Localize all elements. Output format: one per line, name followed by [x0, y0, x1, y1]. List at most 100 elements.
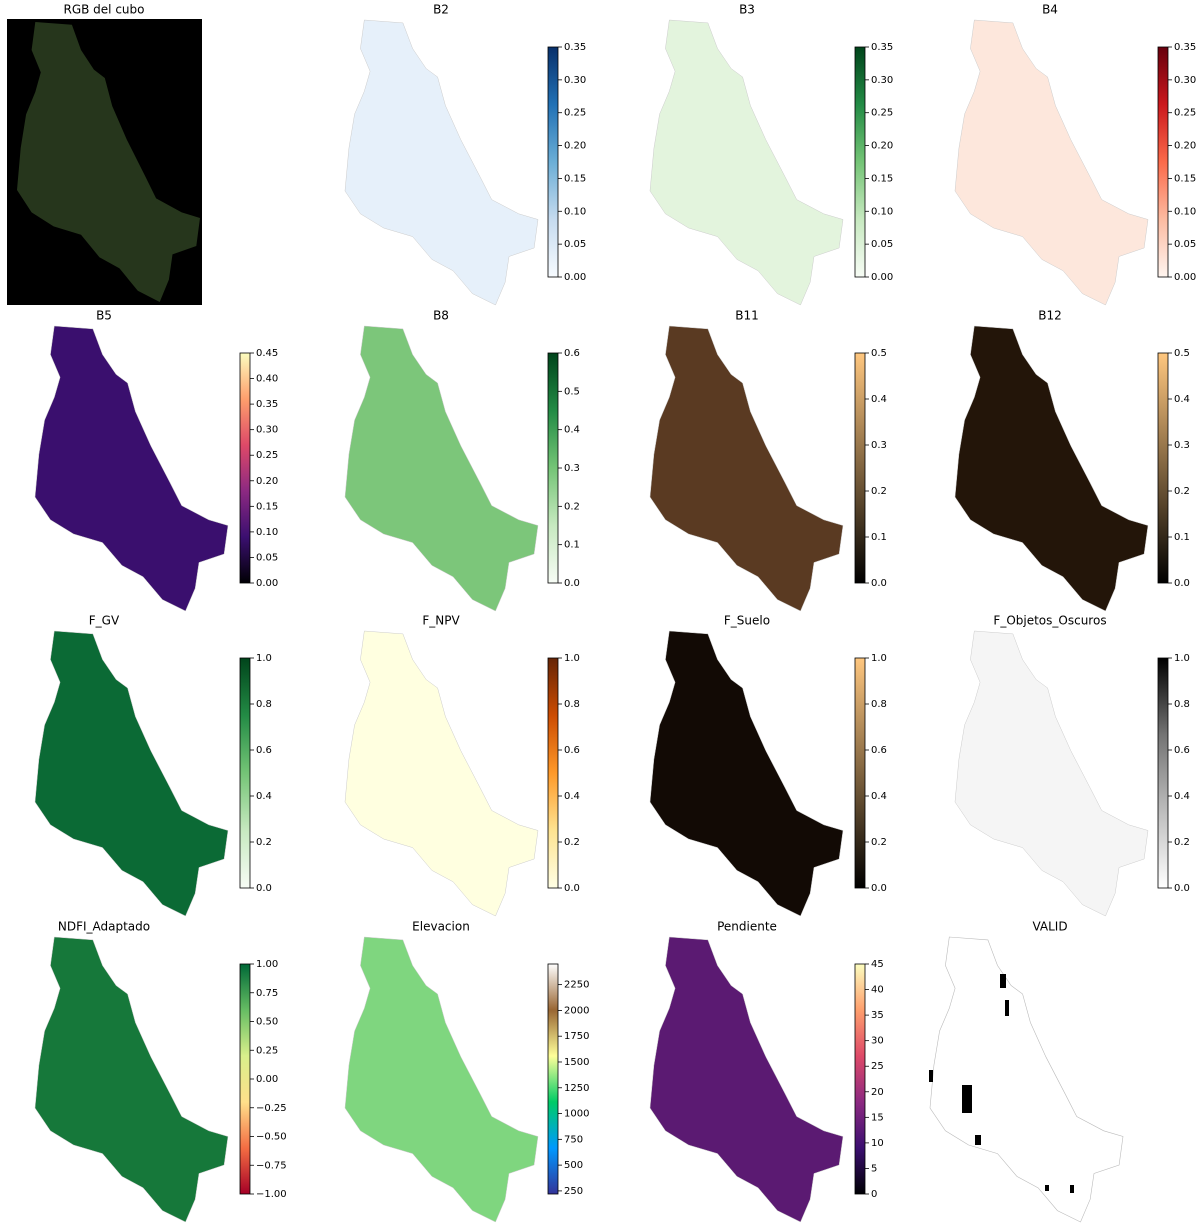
colorbar-tick-label: 0.10 [1174, 206, 1196, 217]
region [17, 22, 200, 302]
panel: F_Objetos_Oscuros 0.0 0.2 0.4 0.6 0.8 1.0 [954, 614, 1190, 917]
colorbar-tick-label: 0.0 [1174, 578, 1190, 589]
colorbar-tick-label: 0.10 [256, 527, 278, 538]
panel: NDFI_Adaptado −1.00 −0.75 −0.50 −0.25 0.00 0.2… [34, 920, 287, 1223]
colorbar-tick-label: 0.15 [871, 173, 893, 184]
colorbar-tick-label: 0.1 [1174, 532, 1190, 543]
colorbar-tick-label: 0.35 [1174, 42, 1196, 53]
colorbar-tick-label: −0.25 [256, 1103, 287, 1114]
colorbar [1157, 46, 1169, 278]
colorbar-tick-label: 0.5 [1174, 348, 1190, 359]
colorbar-tick-label: 1750 [564, 1031, 589, 1042]
panel-title: F_GV [89, 614, 120, 628]
panel-title: B2 [433, 3, 449, 17]
panel: Elevacion 250 500 750 1000 1250 1500 1750 2000 22… [344, 920, 589, 1223]
colorbar-tick-label: 0.2 [1174, 486, 1190, 497]
colorbar-tick-label: 0.05 [1174, 239, 1196, 250]
colorbar-tick-label: 0.00 [871, 272, 893, 283]
colorbar [239, 352, 251, 584]
panel-title: B11 [735, 309, 759, 323]
colorbar-tick-label: 0.4 [871, 791, 887, 802]
colorbar-tick-label: 0.50 [256, 1017, 278, 1028]
panel: B3 0.00 0.05 0.10 0.15 0.20 0.25 0.30 0.35 [649, 3, 893, 306]
colorbar-tick-label: 0.00 [256, 578, 278, 589]
invalid-pixel [1070, 1185, 1074, 1193]
colorbar-tick-label: 15 [871, 1112, 884, 1123]
colorbar-tick-label: 1.0 [871, 653, 887, 664]
colorbar-tick-label: 250 [564, 1186, 583, 1197]
colorbar-tick-label: 0.3 [1174, 440, 1190, 451]
region [344, 936, 539, 1223]
colorbar-tick-label: 0.0 [871, 883, 887, 894]
colorbar-tick-label: 0.2 [1174, 837, 1190, 848]
colorbar-tick-label: 1.0 [1174, 653, 1190, 664]
colorbar-tick-label: 0.15 [1174, 173, 1196, 184]
colorbar-tick-label: 500 [564, 1160, 583, 1171]
colorbar-tick-label: 0.2 [871, 837, 887, 848]
colorbar-tick-label: 0.00 [256, 1074, 278, 1085]
region [34, 936, 229, 1223]
colorbar-tick-label: 0.20 [256, 476, 278, 487]
invalid-pixel [929, 1070, 933, 1082]
colorbar-tick-label: 0.4 [256, 791, 272, 802]
colorbar-tick-label: 0.45 [256, 348, 278, 359]
colorbar-tick-label: 0.6 [1174, 745, 1190, 756]
colorbar-tick-label: 0.35 [564, 42, 586, 53]
colorbar-tick-label: 0.0 [1174, 883, 1190, 894]
region [344, 325, 539, 612]
region [344, 630, 539, 917]
colorbar-tick-label: 0.10 [871, 206, 893, 217]
colorbar-tick-label: 1.0 [564, 653, 580, 664]
panel: B8 0.0 0.1 0.2 0.3 0.4 0.5 0.6 [344, 309, 580, 612]
colorbar-tick-label: 1.0 [256, 653, 272, 664]
panel: VALID [929, 920, 1124, 1223]
panel: B11 0.0 0.1 0.2 0.3 0.4 0.5 [649, 309, 887, 612]
colorbar-tick-label: 0.8 [564, 699, 580, 710]
colorbar [854, 963, 866, 1195]
colorbar-tick-label: 0.25 [256, 450, 278, 461]
region [649, 630, 844, 917]
colorbar-tick-label: −0.75 [256, 1160, 287, 1171]
colorbar-tick-label: 1.00 [256, 959, 278, 970]
panel-title: Pendiente [717, 920, 777, 934]
panel-title: B4 [1042, 3, 1058, 17]
colorbar [547, 963, 559, 1195]
colorbar-tick-label: 0.8 [1174, 699, 1190, 710]
colorbar-tick-label: 0.20 [1174, 141, 1196, 152]
colorbar-tick-label: −0.50 [256, 1132, 287, 1143]
colorbar-tick-label: 0.75 [256, 988, 278, 999]
colorbar-tick-label: 750 [564, 1134, 583, 1145]
colorbar-tick-label: 30 [871, 1036, 884, 1047]
region [649, 936, 844, 1223]
colorbar [1157, 352, 1169, 584]
panel-title: F_Suelo [724, 614, 770, 628]
colorbar-tick-label: 5 [871, 1163, 877, 1174]
panel-title: NDFI_Adaptado [58, 920, 150, 934]
colorbar-tick-label: 0.15 [564, 173, 586, 184]
colorbar [239, 657, 251, 889]
colorbar [547, 46, 559, 278]
invalid-pixel [962, 1085, 972, 1113]
colorbar-tick-label: 0.8 [256, 699, 272, 710]
panel-title: Elevacion [412, 920, 470, 934]
panel: Pendiente 0 5 10 15 20 25 30 35 40 45 [649, 920, 884, 1223]
colorbar-tick-label: 0.40 [256, 374, 278, 385]
invalid-pixel [1005, 1000, 1009, 1016]
panel-title: B3 [739, 3, 755, 17]
colorbar-tick-label: 0.0 [871, 578, 887, 589]
colorbar-tick-label: 45 [871, 959, 884, 970]
colorbar-tick-label: 0.1 [564, 540, 580, 551]
panel: F_Suelo 0.0 0.2 0.4 0.6 0.8 1.0 [649, 614, 887, 917]
colorbar-tick-label: 0.4 [871, 394, 887, 405]
colorbar-tick-label: 0.3 [871, 440, 887, 451]
colorbar-tick-label: 0.25 [1174, 108, 1196, 119]
colorbar-tick-label: 0.2 [256, 837, 272, 848]
colorbar-tick-label: 0.6 [256, 745, 272, 756]
colorbar-tick-label: 0 [871, 1189, 877, 1200]
panel-title: B12 [1038, 309, 1062, 323]
region [34, 325, 229, 612]
colorbar [239, 963, 251, 1195]
panel-title: B8 [433, 309, 449, 323]
colorbar-tick-label: 1000 [564, 1109, 589, 1120]
